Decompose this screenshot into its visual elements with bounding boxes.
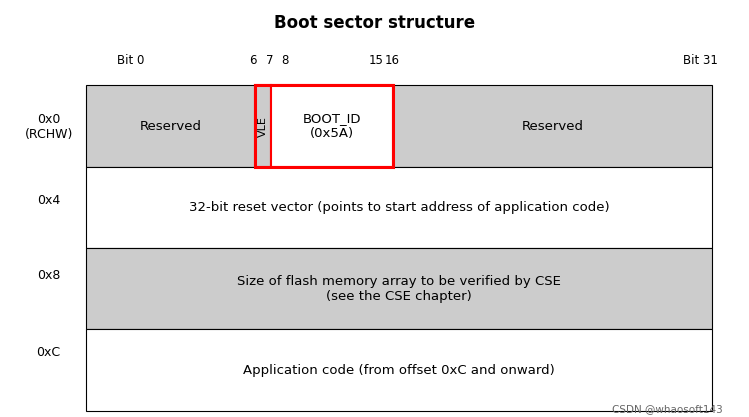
Text: 0x0
(RCHW): 0x0 (RCHW) <box>25 113 73 141</box>
Text: 32-bit reset vector (points to start address of application code): 32-bit reset vector (points to start add… <box>189 201 609 214</box>
Text: Application code (from offset 0xC and onward): Application code (from offset 0xC and on… <box>243 364 555 377</box>
Text: Reserved: Reserved <box>521 120 583 133</box>
Text: Reserved: Reserved <box>139 120 201 133</box>
Text: Boot sector structure: Boot sector structure <box>274 14 475 32</box>
Bar <box>86 329 712 411</box>
Text: Bit 31: Bit 31 <box>683 54 718 67</box>
Text: 7: 7 <box>266 54 273 67</box>
Bar <box>86 248 712 329</box>
Text: 8: 8 <box>281 54 288 67</box>
Text: 6: 6 <box>249 54 257 67</box>
Bar <box>271 85 393 167</box>
Bar <box>255 85 393 167</box>
Text: Size of flash memory array to be verified by CSE
(see the CSE chapter): Size of flash memory array to be verifie… <box>237 275 561 303</box>
Text: 15: 15 <box>369 54 383 67</box>
Bar <box>255 85 271 167</box>
Text: VLE: VLE <box>258 116 268 137</box>
Text: BOOT_ID
(0x5A): BOOT_ID (0x5A) <box>303 112 362 140</box>
Text: 16: 16 <box>384 54 399 67</box>
Text: 0x8: 0x8 <box>37 269 61 282</box>
Text: 0xC: 0xC <box>37 346 61 359</box>
Bar <box>86 167 712 248</box>
Text: Bit 0: Bit 0 <box>118 54 145 67</box>
Text: CSDN @whaosoft143: CSDN @whaosoft143 <box>612 404 723 414</box>
Text: 0x4: 0x4 <box>37 193 61 207</box>
Bar <box>86 85 255 167</box>
Bar <box>393 85 712 167</box>
